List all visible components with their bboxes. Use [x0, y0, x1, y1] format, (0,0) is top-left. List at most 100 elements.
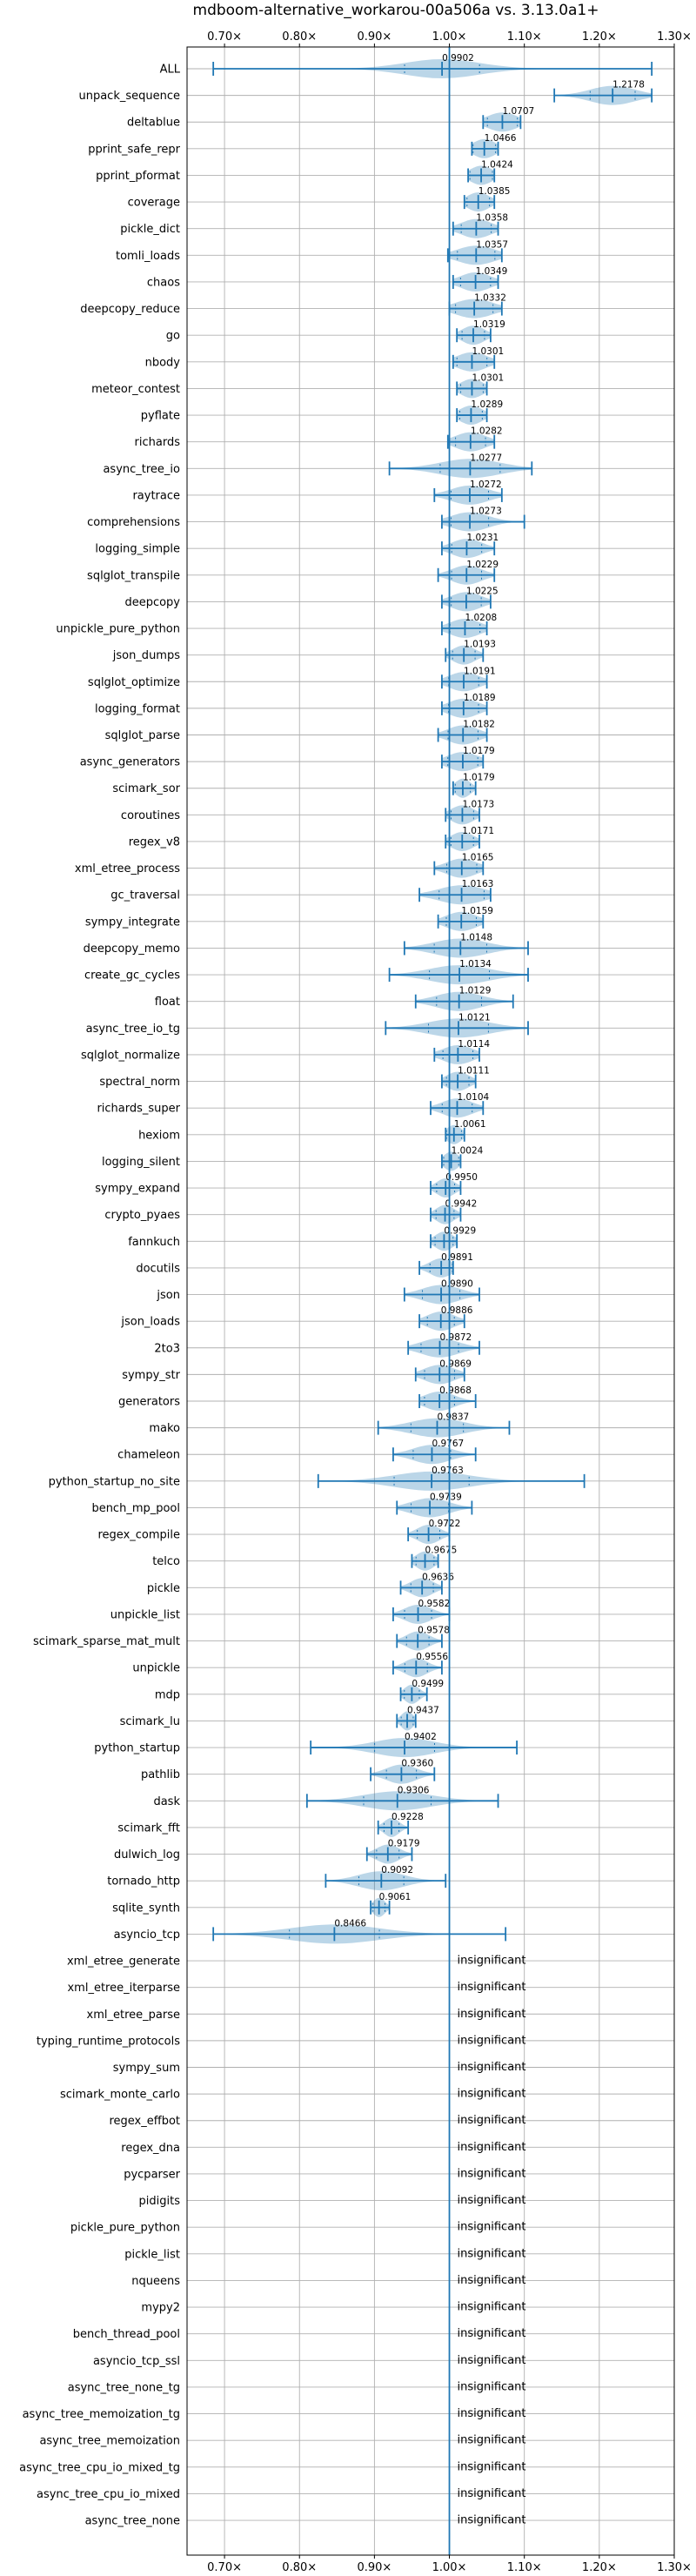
- value-label: 0.9722: [429, 1519, 461, 1529]
- benchmark-label: pickle: [147, 1582, 180, 1595]
- value-label: 0.9636: [422, 1572, 454, 1582]
- x-tick-label-bottom: 1.00×: [432, 2561, 467, 2574]
- value-label: 0.9092: [381, 1865, 413, 1875]
- value-label: 0.9950: [445, 1172, 478, 1183]
- value-label: 0.9228: [392, 1812, 424, 1822]
- benchmark-label: coverage: [128, 197, 180, 210]
- value-label: 1.0301: [472, 372, 504, 383]
- benchmark-label: xml_etree_iterparse: [67, 1982, 180, 1995]
- value-label: 1.0231: [466, 533, 499, 543]
- benchmark-label: logging_format: [95, 702, 180, 715]
- benchmark-label: fannkuch: [128, 1236, 180, 1249]
- benchmark-label: telco: [152, 1555, 180, 1568]
- benchmark-label: create_gc_cycles: [84, 969, 180, 983]
- value-label: 1.0024: [452, 1145, 484, 1156]
- value-label: 0.9061: [379, 1892, 412, 1902]
- insignificant-label: insignificant: [458, 2141, 526, 2154]
- benchmark-label: crypto_pyaes: [104, 1209, 180, 1222]
- insignificant-label: insignificant: [458, 2407, 526, 2420]
- benchmark-label: logging_silent: [102, 1156, 180, 1169]
- x-tick-label-bottom: 1.30×: [657, 2561, 692, 2574]
- benchmark-label: async_tree_none: [85, 2515, 180, 2528]
- benchmark-label: deepcopy: [124, 596, 180, 609]
- value-label: 1.0189: [464, 693, 496, 703]
- benchmark-label: bench_thread_pool: [73, 2328, 180, 2341]
- benchmark-label: pathlib: [141, 1768, 180, 1781]
- benchmark-label: dask: [153, 1795, 180, 1808]
- value-label: 1.0114: [458, 1039, 490, 1050]
- x-tick-label-bottom: 0.90×: [357, 2561, 392, 2574]
- benchmark-label: typing_runtime_protocols: [37, 2035, 180, 2048]
- value-label: 0.9739: [430, 1492, 462, 1502]
- insignificant-label: insignificant: [458, 2434, 526, 2447]
- benchmark-label: sqlglot_optimize: [88, 676, 180, 689]
- benchmark-label: generators: [118, 1396, 180, 1409]
- benchmark-label: tornado_http: [107, 1875, 180, 1888]
- x-tick-label-bottom: 0.70×: [207, 2561, 242, 2574]
- value-label: 0.9306: [398, 1785, 430, 1795]
- value-label: 1.0148: [460, 932, 492, 943]
- value-label: 1.0301: [472, 346, 504, 357]
- x-tick-label-top: 0.70×: [207, 30, 242, 44]
- benchmark-label: sympy_integrate: [85, 916, 180, 929]
- benchmark-label: bench_mp_pool: [91, 1502, 180, 1515]
- benchmark-label: pprint_pformat: [96, 170, 180, 183]
- benchmark-label: coroutines: [121, 809, 180, 822]
- label-layer: 0.70× 0.70× 0.80× 0.80× 0.90× 0.90× 1.00× 1.00×…: [19, 30, 692, 2574]
- insignificant-label: insignificant: [458, 1981, 526, 1994]
- value-label: 1.0349: [476, 266, 508, 277]
- x-tick-label-bottom: 1.20×: [582, 2561, 617, 2574]
- benchmark-label: go: [166, 330, 180, 343]
- insignificant-label: insignificant: [458, 2114, 526, 2127]
- insignificant-label: insignificant: [458, 2487, 526, 2500]
- value-label: 1.0173: [462, 799, 494, 809]
- benchmark-label: nqueens: [131, 2275, 180, 2288]
- benchmark-label: logging_simple: [95, 543, 180, 556]
- value-label: 1.0208: [465, 613, 497, 623]
- value-label: 1.0225: [466, 586, 499, 596]
- insignificant-label: insignificant: [458, 2460, 526, 2473]
- value-label: 0.9837: [437, 1412, 469, 1423]
- benchmark-label: asyncio_tcp_ssl: [93, 2355, 180, 2368]
- value-label: 0.9556: [416, 1652, 448, 1662]
- value-label: 0.9868: [439, 1385, 472, 1396]
- benchmark-label: sqlite_synth: [112, 1902, 180, 1915]
- value-label: 0.9886: [441, 1305, 473, 1316]
- insignificant-label: insignificant: [458, 2514, 526, 2527]
- value-label: 0.9942: [445, 1199, 478, 1210]
- benchmark-label: pickle_dict: [120, 223, 180, 236]
- value-label: 1.0061: [454, 1119, 486, 1130]
- benchmark-label: unpickle: [132, 1662, 180, 1675]
- value-label: 1.0282: [471, 426, 503, 437]
- chart-title: mdboom-alternative_workarou-00a506a vs. …: [193, 2, 599, 19]
- benchmark-label: async_tree_io_tg: [86, 1023, 180, 1036]
- benchmark-label: gc_traversal: [110, 889, 180, 902]
- value-label: 1.0111: [458, 1066, 490, 1077]
- value-label: 1.0159: [461, 906, 493, 916]
- value-label: 0.8466: [334, 1918, 366, 1929]
- insignificant-label: insignificant: [458, 2008, 526, 2021]
- benchmark-label: async_tree_memoization_tg: [23, 2408, 180, 2421]
- insignificant-label: insignificant: [458, 2274, 526, 2287]
- benchmark-label: scimark_sor: [112, 782, 180, 795]
- benchmark-label: pyflate: [141, 410, 180, 423]
- x-tick-label-top: 1.20×: [582, 30, 617, 44]
- benchmark-label: mypy2: [141, 2302, 180, 2315]
- insignificant-label: insignificant: [458, 2061, 526, 2074]
- x-tick-label-top: 0.80×: [282, 30, 317, 44]
- benchmark-label: xml_etree_generate: [67, 1955, 180, 1969]
- benchmark-label: scimark_sparse_mat_mult: [33, 1635, 180, 1648]
- insignificant-label: insignificant: [458, 2247, 526, 2260]
- x-tick-label-top: 1.00×: [432, 30, 467, 44]
- benchmark-label: pickle_list: [124, 2248, 180, 2261]
- value-label: 1.0385: [478, 186, 511, 197]
- value-label: 1.0163: [462, 879, 494, 889]
- benchmark-label: regex_effbot: [109, 2115, 180, 2128]
- insignificant-label: insignificant: [458, 2034, 526, 2047]
- x-tick-label-top: 1.30×: [657, 30, 692, 44]
- benchmark-label: unpack_sequence: [78, 90, 180, 103]
- benchmark-label: deepcopy_memo: [84, 943, 180, 956]
- benchmark-label: nbody: [145, 356, 181, 369]
- benchmark-label: pidigits: [139, 2195, 181, 2208]
- benchmark-label: unpickle_list: [110, 1608, 180, 1621]
